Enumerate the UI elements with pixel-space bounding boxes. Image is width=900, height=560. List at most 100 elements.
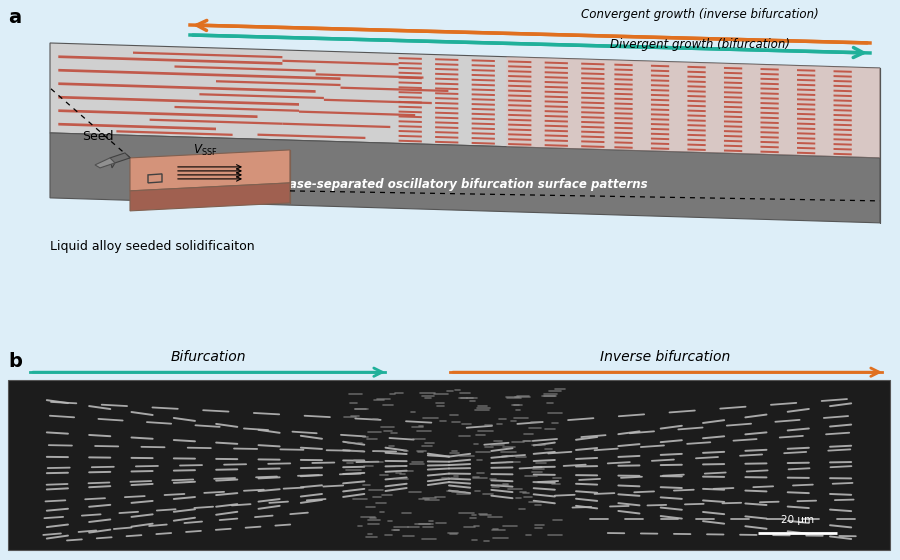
Polygon shape — [688, 148, 706, 151]
Polygon shape — [58, 96, 299, 106]
Polygon shape — [472, 132, 495, 135]
Polygon shape — [833, 95, 851, 97]
Polygon shape — [472, 94, 495, 96]
Polygon shape — [544, 100, 568, 103]
Polygon shape — [760, 112, 778, 114]
Polygon shape — [615, 97, 633, 100]
Polygon shape — [435, 141, 458, 143]
Polygon shape — [110, 153, 130, 168]
Polygon shape — [581, 145, 605, 148]
Polygon shape — [216, 80, 340, 86]
Polygon shape — [581, 106, 605, 109]
Polygon shape — [58, 82, 316, 93]
Polygon shape — [833, 99, 851, 102]
Polygon shape — [508, 95, 531, 97]
Polygon shape — [508, 60, 531, 63]
Polygon shape — [688, 100, 706, 102]
Polygon shape — [508, 66, 531, 68]
Polygon shape — [58, 55, 283, 65]
Polygon shape — [399, 135, 422, 138]
Polygon shape — [760, 136, 778, 138]
Polygon shape — [615, 122, 633, 124]
Polygon shape — [472, 59, 495, 62]
Polygon shape — [833, 85, 851, 87]
Polygon shape — [797, 142, 815, 144]
Polygon shape — [316, 73, 424, 79]
Polygon shape — [581, 136, 605, 138]
Polygon shape — [435, 58, 458, 61]
Polygon shape — [833, 124, 851, 126]
Polygon shape — [615, 88, 633, 91]
Polygon shape — [544, 139, 568, 142]
Polygon shape — [651, 65, 670, 67]
Polygon shape — [472, 88, 495, 91]
Polygon shape — [544, 96, 568, 98]
Polygon shape — [508, 80, 531, 82]
Polygon shape — [508, 128, 531, 131]
Polygon shape — [724, 125, 742, 128]
Polygon shape — [581, 97, 605, 99]
Polygon shape — [435, 78, 458, 81]
Polygon shape — [724, 120, 742, 123]
Polygon shape — [651, 118, 670, 121]
Polygon shape — [760, 131, 778, 134]
Polygon shape — [472, 123, 495, 125]
Polygon shape — [615, 93, 633, 95]
Polygon shape — [581, 63, 605, 66]
Polygon shape — [472, 74, 495, 77]
Polygon shape — [833, 133, 851, 136]
Polygon shape — [760, 68, 778, 71]
Polygon shape — [581, 130, 605, 133]
Polygon shape — [544, 67, 568, 69]
Polygon shape — [435, 102, 458, 105]
Polygon shape — [688, 119, 706, 122]
Polygon shape — [58, 69, 340, 80]
Polygon shape — [508, 90, 531, 92]
Polygon shape — [688, 90, 706, 92]
Polygon shape — [472, 108, 495, 111]
Polygon shape — [797, 118, 815, 120]
Polygon shape — [688, 85, 706, 88]
Polygon shape — [760, 127, 778, 129]
Polygon shape — [399, 106, 422, 109]
Polygon shape — [544, 144, 568, 147]
Polygon shape — [435, 63, 458, 66]
Polygon shape — [399, 72, 422, 74]
Polygon shape — [399, 62, 422, 65]
Polygon shape — [651, 128, 670, 130]
Polygon shape — [797, 79, 815, 81]
Polygon shape — [615, 112, 633, 115]
Polygon shape — [651, 69, 670, 72]
Polygon shape — [149, 119, 283, 125]
Polygon shape — [399, 101, 422, 104]
Polygon shape — [615, 73, 633, 76]
Polygon shape — [651, 133, 670, 136]
Polygon shape — [544, 86, 568, 88]
Polygon shape — [724, 86, 742, 89]
Polygon shape — [760, 73, 778, 76]
Polygon shape — [760, 122, 778, 124]
Polygon shape — [833, 148, 851, 151]
Polygon shape — [508, 99, 531, 102]
Polygon shape — [724, 111, 742, 113]
Polygon shape — [760, 87, 778, 90]
Polygon shape — [544, 91, 568, 94]
Polygon shape — [200, 93, 324, 99]
Polygon shape — [544, 115, 568, 118]
Polygon shape — [797, 88, 815, 91]
Polygon shape — [797, 152, 815, 154]
Polygon shape — [688, 139, 706, 141]
Polygon shape — [50, 43, 880, 158]
Polygon shape — [651, 94, 670, 96]
Polygon shape — [283, 60, 399, 66]
Polygon shape — [435, 111, 458, 114]
Polygon shape — [651, 113, 670, 116]
Polygon shape — [797, 84, 815, 86]
Polygon shape — [399, 81, 422, 84]
Polygon shape — [688, 124, 706, 127]
Polygon shape — [688, 110, 706, 112]
Polygon shape — [508, 119, 531, 122]
Polygon shape — [544, 71, 568, 74]
Polygon shape — [651, 89, 670, 92]
Text: a: a — [8, 8, 21, 27]
